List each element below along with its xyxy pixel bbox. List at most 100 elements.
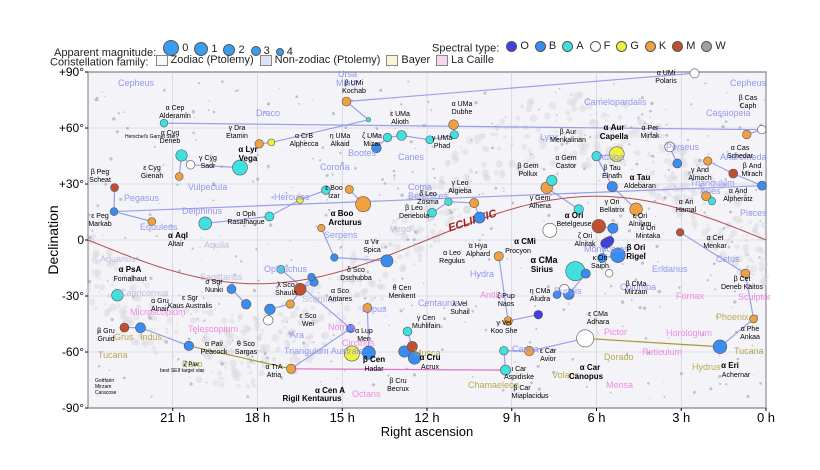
constellation-name: Equuleus [140, 222, 178, 232]
star-label: Atria [267, 372, 282, 379]
faint-star [189, 382, 193, 386]
faint-star [377, 251, 379, 253]
milky-way-speck [381, 271, 389, 279]
faint-star [701, 335, 703, 337]
star-mintaka [605, 236, 615, 246]
faint-star [726, 150, 729, 153]
milky-way-speck [678, 148, 686, 156]
milky-way-speck [401, 217, 408, 224]
faint-star [312, 98, 314, 101]
constellation-name: Antlia [480, 290, 503, 300]
star-label: Ankaa [740, 334, 760, 341]
milky-way-speck [571, 162, 576, 168]
milky-way-speck [689, 201, 692, 204]
star-label: Alnair [151, 306, 170, 313]
faint-star [396, 218, 399, 220]
milky-way-speck [220, 349, 224, 353]
milky-way-speck [647, 187, 656, 195]
axes: 21 h 18 h 15 h 12 h 9 h 6 h 3 h 0 h +90° +60° +30°… [45, 65, 775, 439]
milky-way-speck [165, 327, 169, 331]
faint-star [667, 337, 670, 340]
milky-way-speck [398, 264, 407, 272]
milky-way-speck [391, 219, 397, 224]
star-label: Spica [363, 247, 381, 254]
milky-way-speck [429, 228, 436, 235]
faint-star [514, 361, 516, 363]
star-wei [285, 299, 295, 309]
milky-way-speck [462, 173, 470, 181]
constellation-name: Serpens [324, 230, 358, 240]
milky-way-speck [495, 160, 503, 168]
milky-way-speck [404, 204, 407, 207]
milky-way-speck [525, 106, 532, 113]
faint-star [255, 248, 258, 251]
milky-way-speck [86, 283, 92, 288]
faint-star [326, 199, 329, 201]
milky-way-speck [622, 101, 630, 109]
star-label: ε Ori [633, 213, 648, 220]
annotation-label: Herschel's Garnet Star [125, 134, 176, 140]
x-tick-label: 15 h [330, 410, 355, 425]
faint-star [758, 256, 761, 259]
faint-star [550, 194, 552, 197]
faint-star [491, 122, 494, 125]
faint-star [456, 259, 459, 263]
star-label: Caph [740, 103, 757, 110]
faint-star [104, 221, 107, 223]
faint-star [494, 186, 498, 190]
milky-way-speck [527, 148, 532, 153]
star-label: ε Cyg [143, 165, 161, 172]
milky-way-speck [223, 361, 228, 366]
star-label: β Cet [734, 276, 751, 283]
milky-way-speck [245, 384, 251, 389]
milky-way-speck [173, 304, 180, 311]
family-swatch-icon [436, 54, 449, 66]
spectral-legend-item: F [589, 40, 610, 52]
faint-star [724, 120, 728, 124]
faint-star [263, 313, 265, 315]
faint-star [611, 218, 615, 223]
faint-star [112, 117, 116, 121]
milky-way-speck [286, 343, 291, 348]
milky-way-speck [397, 254, 403, 260]
faint-star [443, 307, 446, 310]
faint-star [590, 317, 592, 319]
milky-way-speck [465, 184, 471, 190]
faint-star [209, 122, 212, 125]
faint-star [289, 240, 291, 242]
faint-star [649, 109, 652, 113]
star-label: Fomalhaut [113, 276, 146, 283]
constellation-figure [503, 337, 586, 371]
faint-star [665, 108, 667, 111]
star-alnair [135, 322, 146, 334]
star-tiaki [119, 322, 130, 333]
milky-way-speck [418, 245, 425, 253]
star-rastaban [267, 138, 276, 147]
milky-way-speck [217, 329, 221, 333]
faint-star [638, 306, 642, 310]
milky-way-speck [457, 215, 461, 219]
faint-star [631, 169, 633, 171]
faint-star [743, 164, 745, 166]
star-aspidiske [499, 346, 509, 356]
milky-way-speck [459, 192, 462, 195]
faint-star [109, 157, 113, 161]
star-algol [672, 158, 683, 169]
star-sabik [276, 265, 286, 274]
milky-way-speck [123, 305, 128, 309]
faint-star [503, 190, 505, 192]
milky-way-speck [572, 97, 578, 103]
faint-star [325, 173, 329, 178]
magnitude-legend: Apparent magnitude: 0 1 2 3 4 [54, 40, 299, 59]
star-sargas [263, 315, 274, 326]
spectral-legend-item: M [672, 40, 695, 52]
faint-star [422, 123, 426, 128]
faint-star [396, 187, 400, 190]
milky-way-speck [239, 360, 245, 365]
milky-way-speck [289, 357, 294, 362]
faint-star [542, 139, 545, 142]
faint-star [699, 184, 703, 188]
milky-way-speck [238, 372, 243, 377]
ecliptic-path [87, 195, 767, 285]
star-label: γ Dra [229, 125, 246, 132]
